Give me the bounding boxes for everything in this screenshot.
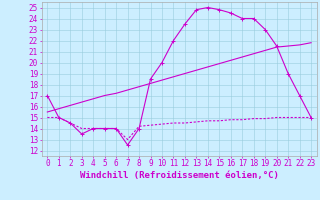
X-axis label: Windchill (Refroidissement éolien,°C): Windchill (Refroidissement éolien,°C): [80, 171, 279, 180]
